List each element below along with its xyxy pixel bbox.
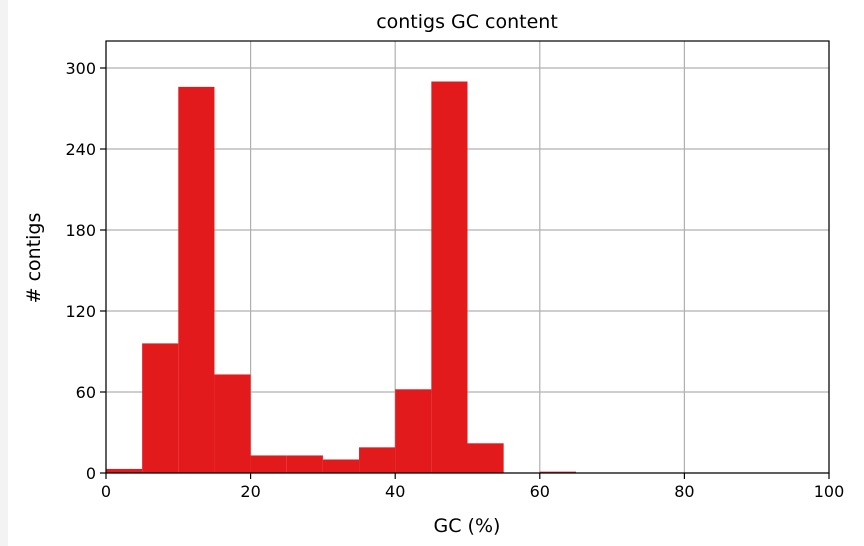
x-axis-ticks: 0 20 40 60 80 100 <box>101 473 844 501</box>
histogram-bar <box>539 471 576 473</box>
y-axis-label: # contigs <box>23 213 45 304</box>
histogram-bar <box>322 459 360 473</box>
chart-title: contigs GC content <box>376 11 558 33</box>
y-axis-ticks: 0 60 120 180 240 300 <box>65 59 106 483</box>
x-tick-label: 20 <box>240 482 260 501</box>
histogram-bar <box>142 343 179 473</box>
x-tick-label: 60 <box>530 482 550 501</box>
x-axis-label: GC (%) <box>434 515 501 537</box>
histogram-bar <box>467 443 504 473</box>
histogram-bar <box>178 86 215 474</box>
x-tick-label: 100 <box>814 482 845 501</box>
plot-border <box>105 40 830 474</box>
histogram-bar <box>431 81 468 473</box>
histogram-bar <box>214 374 251 473</box>
histogram-bar <box>359 447 396 473</box>
histogram-bar <box>106 468 143 473</box>
y-tick-label: 60 <box>76 383 96 402</box>
histogram-bars <box>106 81 576 474</box>
x-tick-label: 0 <box>101 482 111 501</box>
y-tick-label: 240 <box>65 140 96 159</box>
y-tick-label: 180 <box>65 221 96 240</box>
y-tick-label: 120 <box>65 302 96 321</box>
left-border <box>0 0 8 546</box>
histogram-bar <box>286 455 323 473</box>
histogram-bar <box>395 389 432 473</box>
x-tick-label: 80 <box>674 482 694 501</box>
y-tick-label: 0 <box>86 464 96 483</box>
y-tick-label: 300 <box>65 59 96 78</box>
histogram-bar <box>250 455 287 473</box>
x-tick-label: 40 <box>385 482 405 501</box>
